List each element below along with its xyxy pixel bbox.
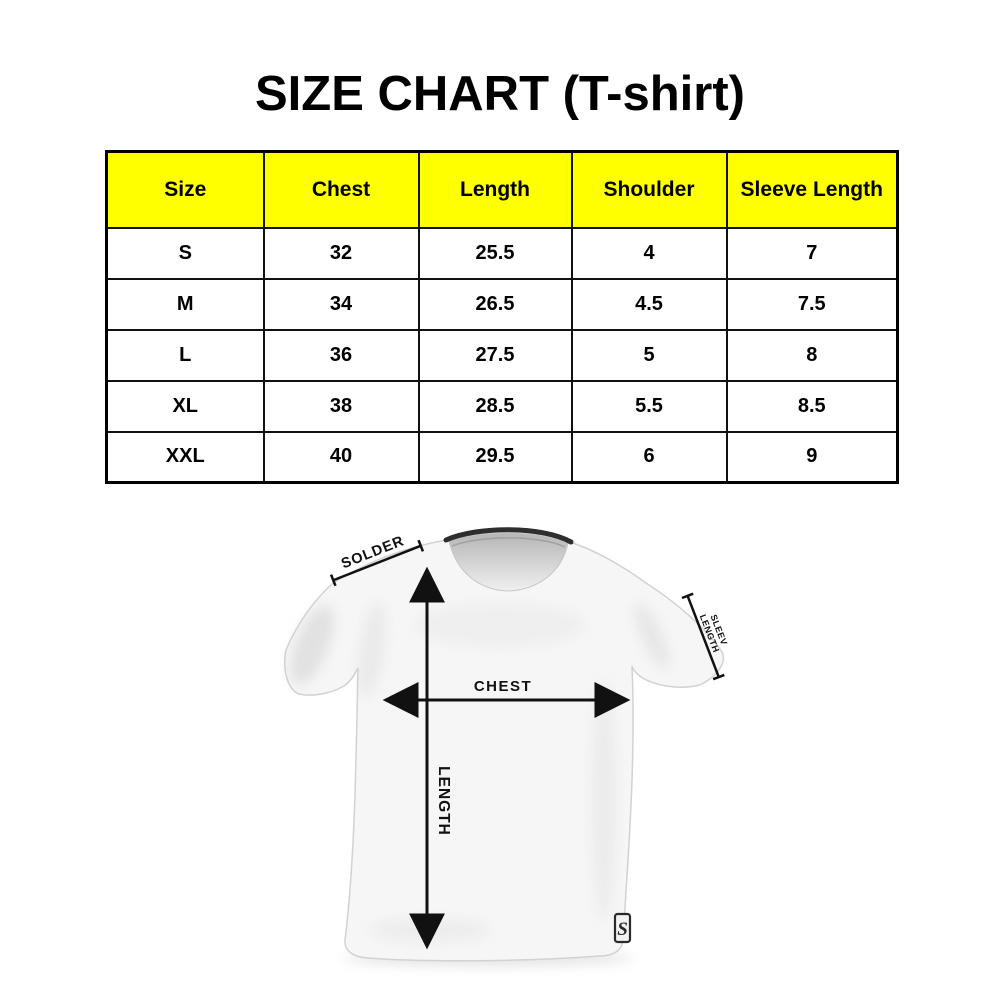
length-cell: 28.5 bbox=[417, 379, 573, 433]
shoulder-cell: 6 bbox=[570, 430, 728, 484]
shirt-illustration bbox=[284, 530, 724, 962]
size-cell: S bbox=[105, 226, 265, 280]
chest-label: CHEST bbox=[474, 678, 532, 695]
chest-cell: 38 bbox=[262, 379, 420, 433]
sleeve-length-cell: 7 bbox=[725, 226, 899, 280]
chest-cell: 40 bbox=[262, 430, 420, 484]
length-cell: 25.5 bbox=[417, 226, 573, 280]
tshirt-measurement-diagram: LENGTH CHEST SOLDER SLEEV LENGTH S bbox=[284, 527, 729, 966]
collar-seam bbox=[451, 537, 566, 548]
collar-band bbox=[443, 527, 574, 545]
size-cell: XL bbox=[105, 379, 265, 433]
length-cell: 26.5 bbox=[417, 277, 573, 331]
brand-logo-patch: S bbox=[613, 912, 632, 944]
size-cell: L bbox=[105, 328, 265, 382]
shoulder-cell: 4 bbox=[570, 226, 728, 280]
brand-logo-letter: S bbox=[617, 919, 628, 940]
column-header-size: Size bbox=[105, 150, 265, 229]
chest-cell: 36 bbox=[262, 328, 420, 382]
size-cell: XXL bbox=[105, 430, 265, 484]
column-header-length: Length bbox=[417, 150, 573, 229]
page-title: SIZE CHART (T-shirt) bbox=[255, 67, 745, 121]
shirt-shading bbox=[290, 602, 670, 942]
column-header-sleeve-length: Sleeve Length bbox=[725, 150, 899, 229]
sleeve-length-cell: 7.5 bbox=[725, 277, 899, 331]
chest-cell: 34 bbox=[262, 277, 420, 331]
table-row-m: M 34 26.5 4.5 7.5 bbox=[105, 277, 899, 331]
shoulder-cell: 4.5 bbox=[570, 277, 728, 331]
length-label: LENGTH bbox=[435, 766, 452, 836]
table-row-l: L 36 27.5 5 8 bbox=[105, 328, 899, 382]
size-cell: M bbox=[105, 277, 265, 331]
sleeve-length-cell: 8 bbox=[725, 328, 899, 382]
column-header-shoulder: Shoulder bbox=[570, 150, 728, 229]
column-header-chest: Chest bbox=[262, 150, 420, 229]
sleeve-length-cell: 8.5 bbox=[725, 379, 899, 433]
length-dimension: LENGTH bbox=[409, 566, 452, 950]
table-row-xl: XL 38 28.5 5.5 8.5 bbox=[105, 379, 899, 433]
length-cell: 29.5 bbox=[417, 430, 573, 484]
table-row-s: S 32 25.5 4 7 bbox=[105, 226, 899, 280]
header-row: Size Chest Length Shoulder Sleeve Length bbox=[105, 150, 899, 229]
shoulder-cell: 5.5 bbox=[570, 379, 728, 433]
length-cell: 27.5 bbox=[417, 328, 573, 382]
size-chart-table: Size Chest Length Shoulder Sleeve Length… bbox=[105, 150, 899, 484]
sleeve-length-cell: 9 bbox=[725, 430, 899, 484]
collar-opening bbox=[448, 532, 569, 592]
shoulder-cell: 5 bbox=[570, 328, 728, 382]
table-row-xxl: XXL 40 29.5 6 9 bbox=[105, 430, 899, 484]
chest-dimension: CHEST bbox=[382, 678, 631, 718]
chest-cell: 32 bbox=[262, 226, 420, 280]
